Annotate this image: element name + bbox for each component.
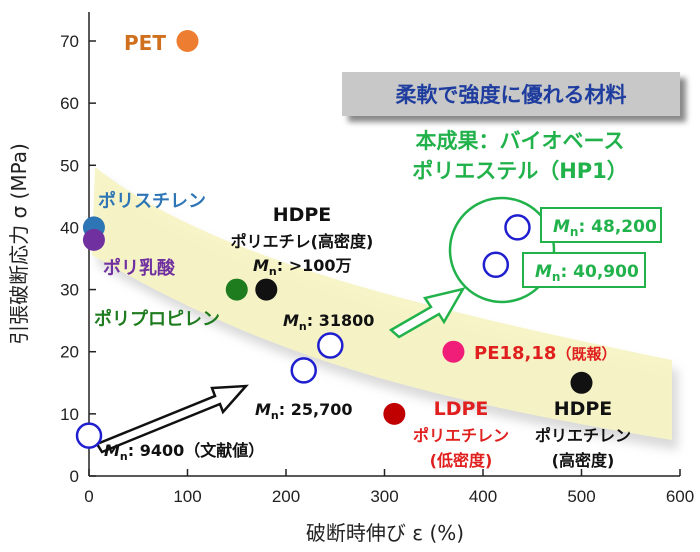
label-pet: PET (124, 31, 166, 55)
x-tick-label: 600 (666, 487, 694, 506)
black-arrow (95, 384, 249, 454)
data-point-filled (82, 228, 105, 251)
mn-box-48200-frame (540, 207, 662, 243)
data-point-filled (176, 30, 199, 52)
data-point-open (504, 214, 531, 241)
data-point-open (317, 332, 344, 359)
trend-band (92, 167, 678, 450)
label-ldpe-title: LDPE (434, 398, 489, 420)
data-point-open (482, 251, 510, 278)
data-point-filled (442, 340, 465, 363)
y-tick-label: 70 (60, 32, 79, 51)
mn-box-40900: Mn: 40,900 (522, 252, 646, 288)
data-point-filled (383, 402, 406, 425)
mn-box-48200-text: Mn: 48,200 (553, 217, 657, 239)
hp1-highlight-circle (448, 196, 556, 304)
banner: 柔軟で強度に優れる材料 (342, 72, 686, 122)
label-hdpe1-mn: Mn: >100万 (253, 256, 352, 278)
y-tick-label: 60 (60, 94, 79, 113)
label-ldpe-sub2: (低密度) (430, 451, 493, 470)
x-tick-label: 0 (84, 487, 93, 506)
mn-box-40900-text: Mn: 40,900 (535, 262, 639, 284)
label-pla: ポリ乳酸 (103, 257, 176, 279)
label-hdpe2-sub2: (高密度) (552, 451, 615, 470)
data-point-filled (225, 278, 248, 301)
label-mn-25700: Mn: 25,700 (255, 400, 352, 422)
label-pe1818: PE18,18（既報） (474, 343, 616, 364)
result-title-line2: ポリエステル（HP1） (412, 159, 628, 183)
y-tick-label: 0 (70, 467, 79, 486)
y-axis-title: 引張破断応力 σ (MPa) (7, 143, 31, 345)
x-axis-title: 破断時伸び ε (%) (306, 521, 464, 545)
label-polypropylene: ポリプロピレン (94, 308, 220, 330)
mn-box-40900-frame (522, 252, 646, 288)
x-tick-label: 100 (173, 487, 201, 506)
banner-box (342, 72, 680, 116)
y-tick-label: 30 (60, 281, 79, 300)
x-tick-label: 300 (370, 487, 398, 506)
y-tick-label: 50 (60, 156, 79, 175)
green-arrow (388, 287, 466, 339)
x-tick-label: 200 (272, 487, 300, 506)
label-hdpe2-sub1: ポリエチレン (535, 426, 631, 445)
label-hdpe1-title: HDPE (273, 204, 332, 226)
banner-text: 柔軟で強度に優れる材料 (396, 83, 627, 107)
data-point-filled (570, 371, 593, 394)
data-point-filled (255, 278, 278, 301)
label-ldpe-sub1: ポリエチレン (413, 426, 509, 445)
axis-ticks: 0 100 200 300 400 500 600 0 10 20 30 40 50 60 70 (60, 32, 694, 506)
mn-box-48200: Mn: 48,200 (540, 207, 662, 243)
result-title-line1: 本成果：バイオベース (416, 129, 625, 153)
trend-band-fill (92, 167, 672, 440)
label-polystyrene: ポリスチレン (98, 190, 206, 212)
x-tick-label: 400 (469, 487, 497, 506)
label-hdpe1-sub: ポリエチレ(高密度) (231, 232, 374, 251)
label-mn-9400: Mn: 9400（文献値） (104, 441, 264, 463)
y-tick-label: 40 (60, 218, 79, 237)
data-point-open (75, 422, 103, 449)
y-tick-label: 20 (60, 343, 79, 362)
data-point-open (290, 357, 317, 384)
label-mn-31800: Mn: 31800 (283, 311, 374, 333)
x-tick-label: 500 (567, 487, 595, 506)
data-points (75, 30, 593, 449)
label-hdpe2-title: HDPE (554, 398, 613, 420)
y-tick-label: 10 (60, 405, 79, 424)
